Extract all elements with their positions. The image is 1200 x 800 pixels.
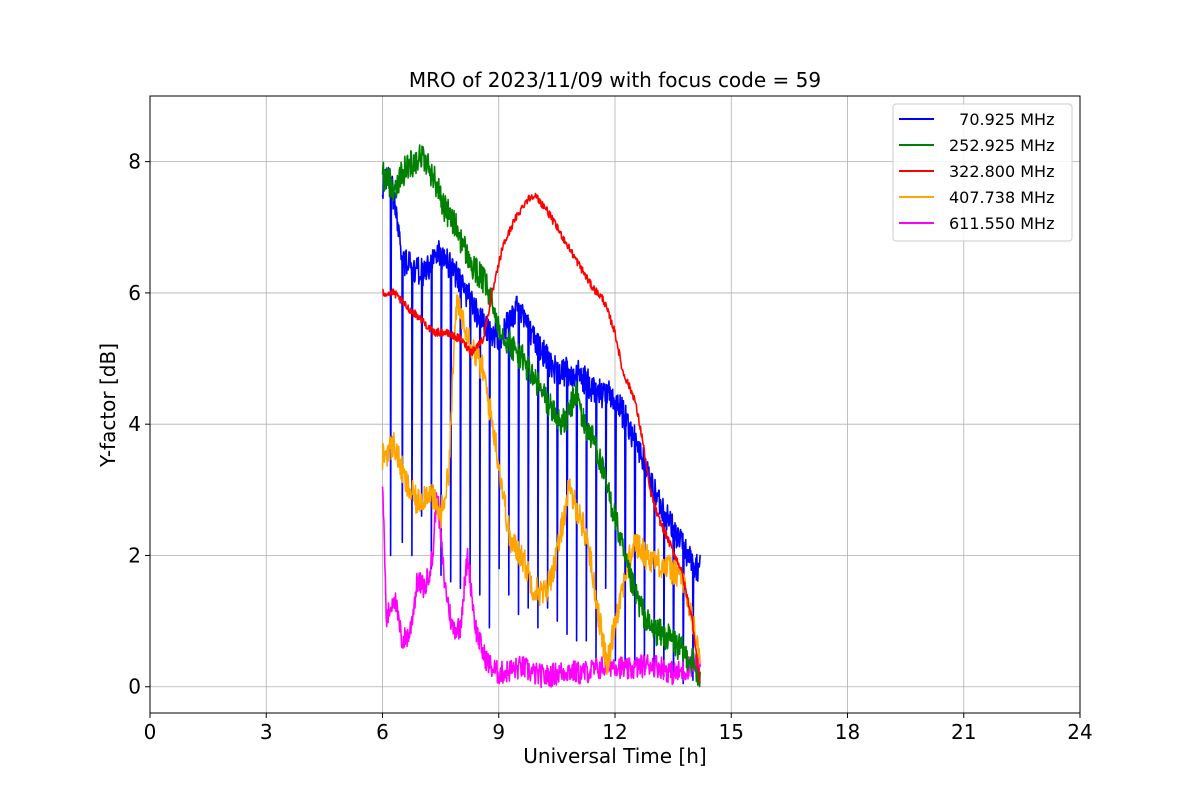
x-tick-label: 24 — [1067, 720, 1092, 744]
x-axis-label: Universal Time [h] — [523, 744, 706, 768]
y-tick-label: 0 — [128, 675, 141, 699]
series-line-4 — [381, 486, 701, 689]
x-tick-label: 9 — [492, 720, 505, 744]
legend: 70.925 MHz 252.925 MHz 322.800 MHz 407.738 … — [892, 103, 1073, 242]
y-axis-label: Y-factor [dB] — [96, 343, 120, 468]
legend-label: 252.925 MHz — [949, 136, 1054, 155]
series-layer — [381, 144, 701, 689]
x-tick-label: 18 — [835, 720, 860, 744]
series-line-2 — [382, 192, 701, 684]
y-tick-label: 2 — [128, 543, 141, 567]
legend-box — [892, 103, 1073, 242]
x-tick-label: 12 — [602, 720, 627, 744]
x-tick-label: 15 — [719, 720, 744, 744]
x-tick-label: 0 — [144, 720, 157, 744]
series-line-3 — [381, 294, 701, 675]
chart-title: MRO of 2023/11/09 with focus code = 59 — [409, 68, 821, 92]
x-tick-label: 6 — [376, 720, 389, 744]
y-tick-label: 4 — [128, 412, 141, 436]
legend-label: 322.800 MHz — [949, 162, 1054, 181]
legend-label: 70.925 MHz — [949, 110, 1054, 129]
x-tick-label: 3 — [260, 720, 273, 744]
legend-label: 407.738 MHz — [949, 188, 1054, 207]
x-tick-label: 21 — [951, 720, 976, 744]
legend-label: 611.550 MHz — [949, 214, 1054, 233]
y-tick-label: 8 — [128, 150, 141, 174]
y-tick-label: 6 — [128, 281, 141, 305]
series-line-1 — [381, 144, 701, 688]
series-line-0 — [381, 166, 701, 685]
